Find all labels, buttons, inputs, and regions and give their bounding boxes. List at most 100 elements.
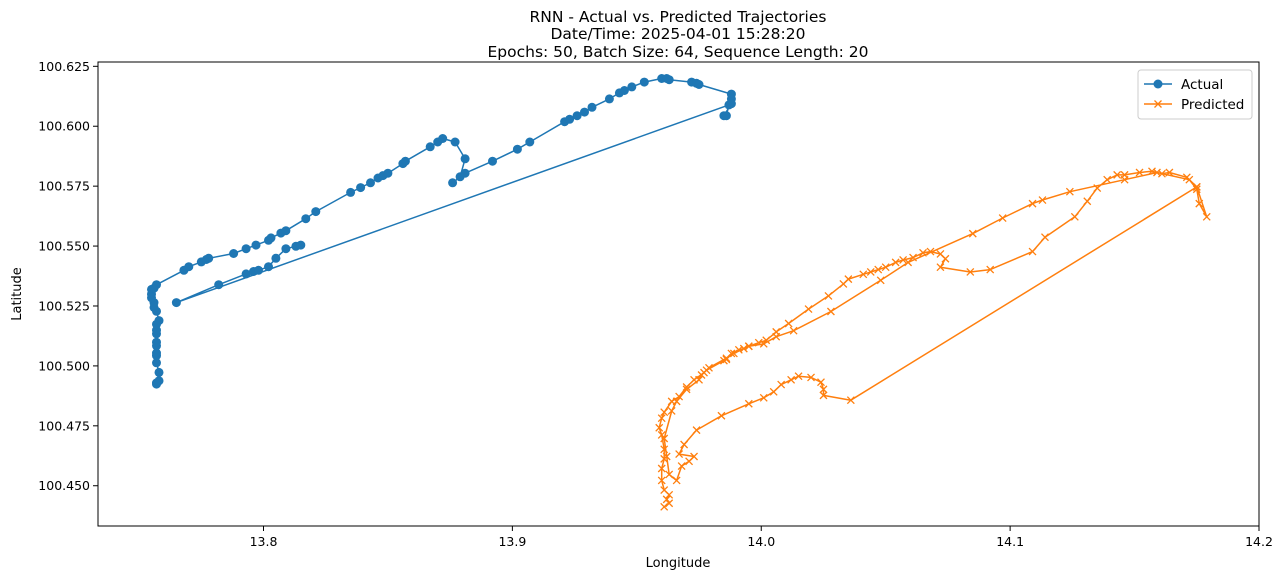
actual-point-63 [639, 77, 649, 87]
y-tick-label-2: 100.500 [38, 358, 90, 373]
predicted-point-46 [986, 265, 995, 274]
actual-point-74 [721, 111, 731, 121]
actual-point-62 [627, 82, 637, 92]
legend-frame [1137, 69, 1253, 120]
actual-point-77 [214, 280, 224, 290]
actual-point-51 [488, 156, 497, 166]
predicted-point-85 [672, 397, 681, 406]
predicted-point-101 [777, 380, 786, 389]
predicted-point-62 [1195, 199, 1204, 208]
predicted-point-20 [722, 355, 731, 364]
legend-predicted-label: Predicted [1181, 97, 1244, 113]
actual-point-56 [572, 111, 582, 121]
predicted-point-4 [660, 486, 669, 495]
x-tick-label-0: 13.8 [250, 534, 278, 549]
actual-point-40 [383, 168, 393, 178]
predicted-point-102 [787, 375, 796, 384]
actual-point-47 [460, 154, 470, 164]
actual-point-42 [400, 156, 410, 166]
actual-point-81 [264, 262, 273, 272]
predicted-point-82 [697, 371, 706, 379]
predicted-point-37 [891, 258, 900, 267]
predicted-point-109 [1192, 182, 1201, 191]
x-axis-ticks: 13.8 13.9 14.0 14.1 14.2 [250, 526, 1273, 549]
predicted-point-91 [677, 462, 686, 471]
predicted-point-44 [936, 263, 945, 272]
actual-point-20 [152, 280, 161, 290]
predicted-point-80 [722, 354, 731, 363]
actual-point-36 [356, 183, 366, 193]
predicted-point-2 [662, 495, 671, 504]
legend: Actual Predicted [1137, 69, 1253, 120]
predicted-point-104 [807, 373, 815, 382]
actual-point-3 [154, 367, 164, 377]
predicted-point-15 [682, 383, 691, 391]
chart-title-line-2: Date/Time: 2025-04-01 15:28:20 [551, 25, 806, 43]
predicted-point-68 [1038, 196, 1047, 205]
predicted-point-40 [919, 248, 927, 257]
legend-actual-marker [1153, 79, 1163, 89]
actual-point-43 [425, 142, 435, 152]
predicted-point-94 [675, 450, 684, 459]
predicted-point-53 [1113, 170, 1122, 179]
predicted-point-79 [729, 349, 738, 358]
actual-point-46 [450, 137, 460, 147]
predicted-point-29 [804, 305, 813, 314]
predicted-point-64 [1185, 175, 1194, 184]
predicted-point-107 [819, 391, 828, 400]
predicted-point-43 [941, 254, 950, 263]
predicted-point-81 [705, 363, 713, 372]
predicted-series [655, 167, 1211, 511]
predicted-point-11 [657, 414, 666, 423]
y-tick-label-0: 100.450 [38, 478, 90, 493]
actual-point-57 [580, 107, 589, 117]
predicted-point-45 [966, 267, 975, 276]
predicted-point-77 [759, 339, 768, 348]
predicted-point-51 [1093, 184, 1102, 193]
predicted-point-58 [1165, 168, 1174, 177]
actual-point-8 [152, 337, 161, 347]
predicted-point-97 [717, 411, 726, 420]
predicted-point-26 [762, 336, 771, 345]
actual-point-76 [171, 298, 181, 308]
actual-point-49 [448, 178, 458, 188]
actual-point-52 [512, 144, 522, 154]
y-tick-label-3: 100.525 [38, 298, 90, 313]
actual-point-85 [296, 240, 306, 250]
predicted-point-86 [667, 406, 676, 415]
legend-predicted-marker [1154, 100, 1162, 108]
predicted-point-83 [695, 375, 703, 384]
plot-area-frame [97, 61, 1260, 527]
y-axis-ticks: 100.450 100.475 100.500 100.525 100.550 100.5… [38, 59, 98, 493]
y-tick-label-5: 100.575 [38, 179, 90, 194]
predicted-point-35 [874, 265, 883, 274]
predicted-point-12 [660, 408, 669, 417]
actual-point-45 [438, 134, 448, 143]
predicted-point-52 [1103, 175, 1112, 184]
predicted-point-74 [826, 307, 835, 316]
actual-point-80 [254, 265, 263, 275]
actual-point-66 [664, 75, 674, 85]
x-tick-label-2: 14.0 [747, 534, 775, 549]
actual-point-33 [301, 214, 311, 224]
y-tick-label-1: 100.475 [38, 418, 90, 433]
predicted-point-38 [899, 256, 908, 264]
actual-point-75 [724, 100, 734, 110]
predicted-point-48 [1041, 233, 1049, 242]
predicted-point-34 [866, 267, 875, 276]
actual-point-83 [281, 244, 291, 254]
actual-point-26 [229, 249, 239, 258]
predicted-point-10 [655, 423, 664, 432]
x-tick-label-4: 14.2 [1245, 534, 1273, 549]
actual-point-59 [604, 94, 614, 104]
predicted-point-103 [794, 372, 803, 381]
predicted-point-14 [675, 392, 684, 401]
actual-point-32 [281, 226, 291, 236]
predicted-point-96 [692, 426, 701, 435]
actual-point-27 [241, 244, 251, 254]
actual-point-6 [152, 348, 161, 358]
predicted-point-73 [876, 276, 885, 285]
actual-point-37 [366, 178, 375, 188]
predicted-point-32 [844, 275, 853, 284]
